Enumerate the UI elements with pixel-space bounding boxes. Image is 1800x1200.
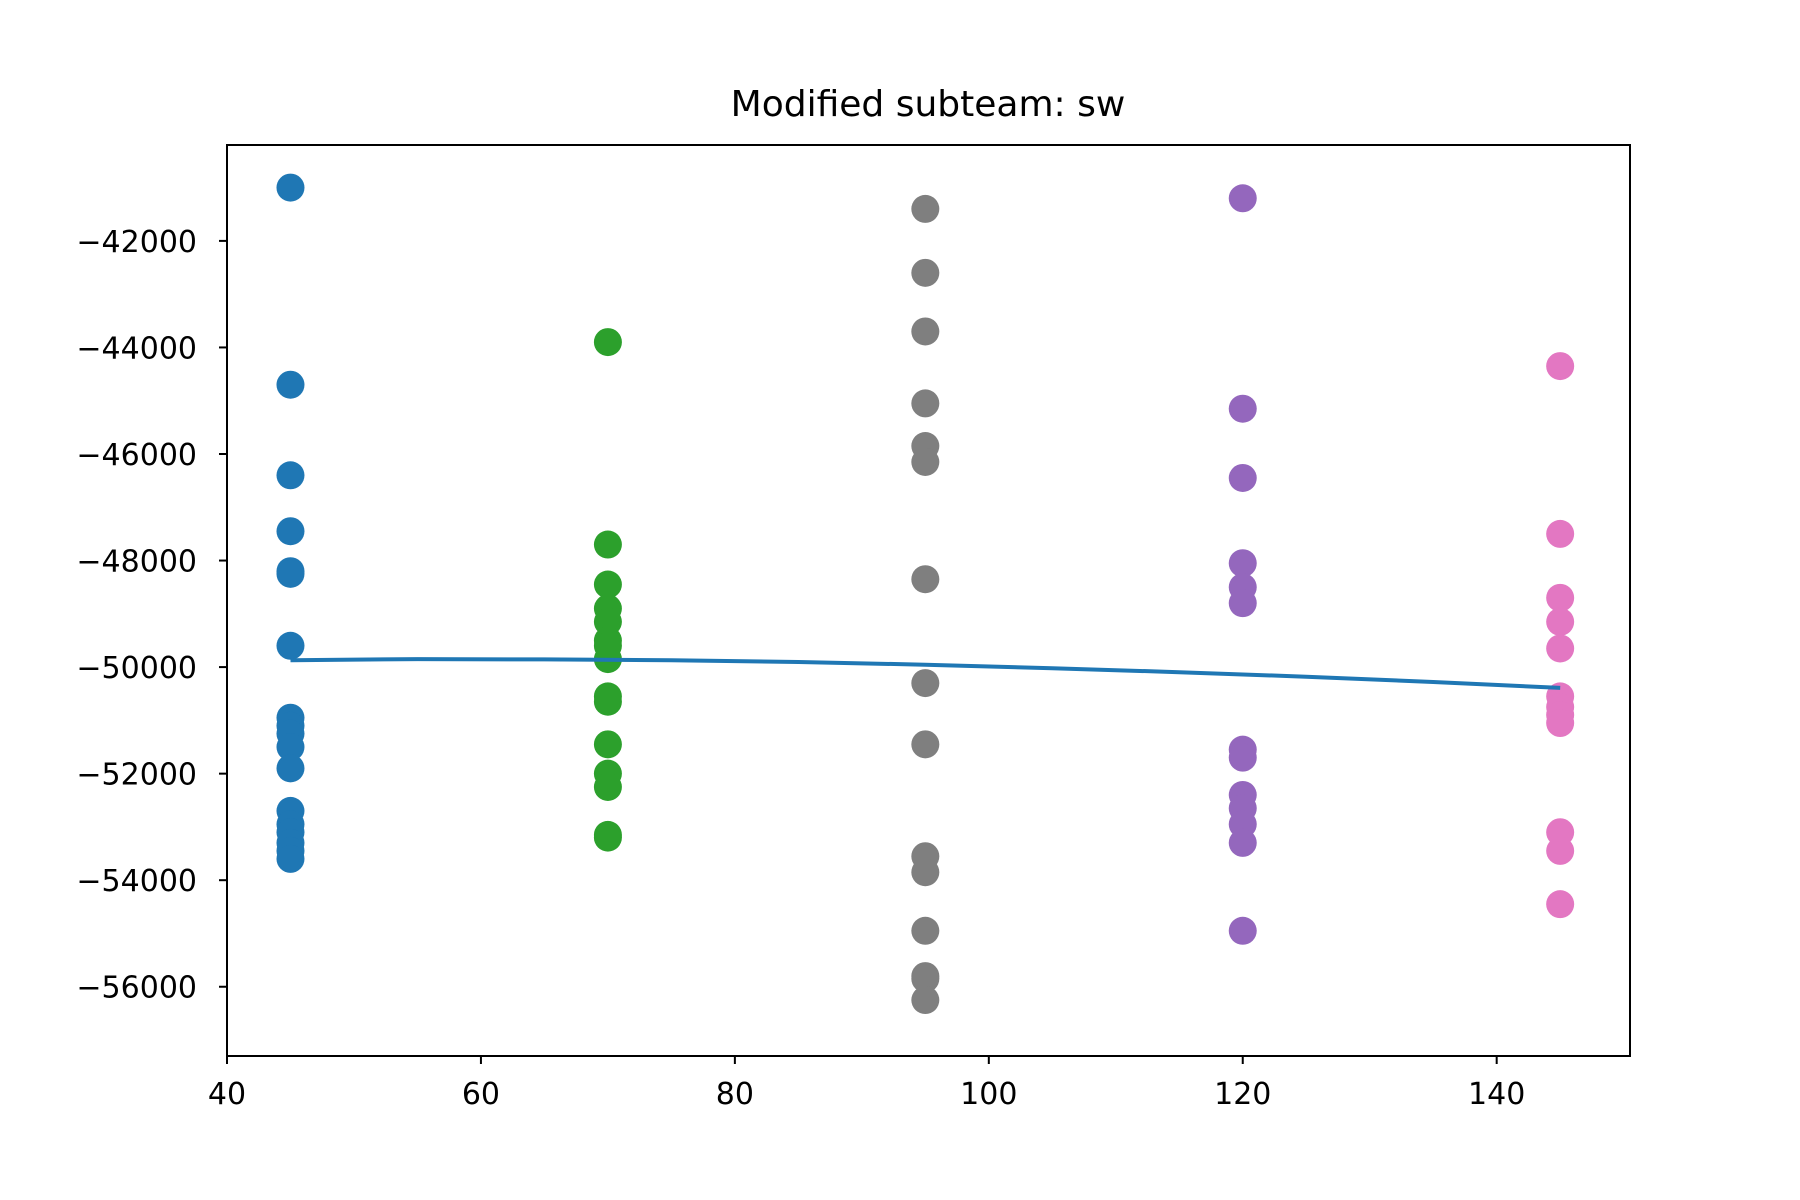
data-point bbox=[911, 194, 940, 223]
data-point bbox=[276, 461, 305, 490]
y-tick-label: −44000 bbox=[76, 331, 197, 366]
data-point bbox=[911, 730, 940, 759]
y-tick-label: −56000 bbox=[76, 971, 197, 1006]
data-point bbox=[911, 447, 940, 476]
data-point bbox=[1228, 743, 1257, 772]
data-point bbox=[1228, 463, 1257, 492]
trend-line-layer bbox=[290, 657, 1561, 690]
data-point bbox=[276, 173, 305, 202]
data-point bbox=[911, 669, 940, 698]
data-point bbox=[911, 317, 940, 346]
data-point bbox=[1546, 519, 1575, 548]
data-point bbox=[593, 328, 622, 357]
y-tick-label: −46000 bbox=[76, 438, 197, 473]
x-tick-label: 60 bbox=[462, 1077, 500, 1112]
y-tick-label: −54000 bbox=[76, 864, 197, 899]
data-point bbox=[1228, 394, 1257, 423]
data-point bbox=[276, 370, 305, 399]
y-tick-label: −50000 bbox=[76, 651, 197, 686]
data-point bbox=[911, 258, 940, 287]
data-point bbox=[593, 530, 622, 559]
data-point bbox=[276, 754, 305, 783]
data-point bbox=[276, 517, 305, 546]
data-point bbox=[1546, 709, 1575, 738]
plot-frame bbox=[226, 144, 1631, 1057]
data-point bbox=[593, 730, 622, 759]
data-point bbox=[1228, 916, 1257, 945]
data-point bbox=[593, 687, 622, 716]
data-point bbox=[593, 772, 622, 801]
y-axis: −56000 −54000 −52000 −50000 −48000 −46000 −440… bbox=[76, 225, 227, 1006]
x-tick-label: 40 bbox=[208, 1077, 246, 1112]
x-axis: 40 60 80 100 120 140 bbox=[208, 1056, 1525, 1112]
data-point bbox=[1228, 549, 1257, 578]
data-point bbox=[1546, 352, 1575, 381]
data-point bbox=[911, 964, 940, 993]
x-tick-label: 80 bbox=[716, 1077, 754, 1112]
y-tick-label: −48000 bbox=[76, 545, 197, 580]
data-points bbox=[276, 173, 1575, 1015]
data-point bbox=[593, 570, 622, 599]
data-point bbox=[911, 565, 940, 594]
data-point bbox=[1546, 890, 1575, 919]
data-point bbox=[276, 559, 305, 588]
trend-line bbox=[290, 657, 1561, 690]
y-tick-label: −52000 bbox=[76, 758, 197, 793]
data-point bbox=[1546, 607, 1575, 636]
data-point bbox=[911, 916, 940, 945]
data-point bbox=[1228, 828, 1257, 857]
data-point bbox=[1546, 836, 1575, 865]
x-tick-label: 140 bbox=[1468, 1077, 1525, 1112]
data-point bbox=[276, 844, 305, 873]
chart-title: Modified subteam: sw bbox=[731, 84, 1126, 125]
data-point bbox=[276, 631, 305, 660]
data-point bbox=[1228, 589, 1257, 618]
data-point bbox=[1546, 583, 1575, 612]
x-tick-label: 120 bbox=[1214, 1077, 1271, 1112]
data-point bbox=[911, 389, 940, 418]
data-point bbox=[593, 823, 622, 852]
data-point bbox=[911, 986, 940, 1015]
data-point bbox=[911, 858, 940, 887]
data-point bbox=[276, 733, 305, 762]
y-tick-label: −42000 bbox=[76, 225, 197, 260]
data-point bbox=[1546, 634, 1575, 663]
x-tick-label: 100 bbox=[960, 1077, 1017, 1112]
data-point bbox=[1228, 184, 1257, 213]
